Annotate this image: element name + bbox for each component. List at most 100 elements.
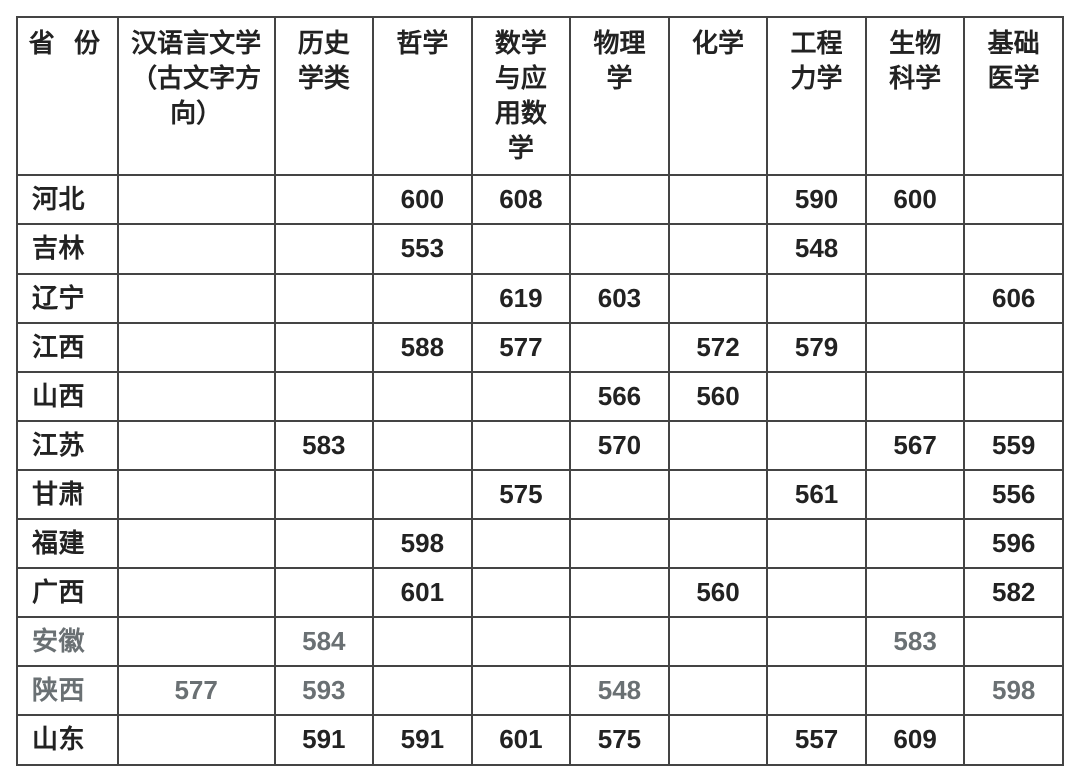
cell-value	[118, 715, 275, 764]
cell-value	[275, 568, 374, 617]
cell-province: 吉林	[17, 224, 118, 273]
cell-value	[275, 175, 374, 224]
cell-value	[118, 175, 275, 224]
cell-value: 603	[570, 274, 669, 323]
cell-value	[767, 519, 866, 568]
table-row: 江苏583570567559	[17, 421, 1063, 470]
cell-province: 安徽	[17, 617, 118, 666]
cell-value	[964, 617, 1063, 666]
cell-value	[570, 224, 669, 273]
table-row: 陕西577593 548 598	[17, 666, 1063, 715]
cell-value: 606	[964, 274, 1063, 323]
cell-value	[767, 666, 866, 715]
cell-province: 广西	[17, 568, 118, 617]
table-row: 福建598596	[17, 519, 1063, 568]
cell-value: 560	[669, 372, 768, 421]
cell-value: 609	[866, 715, 965, 764]
col-chemistry: 化学	[669, 17, 768, 175]
cell-value: 591	[275, 715, 374, 764]
cell-value	[669, 519, 768, 568]
cell-value	[275, 372, 374, 421]
cell-value	[669, 175, 768, 224]
cell-value: 575	[472, 470, 571, 519]
cell-value	[767, 617, 866, 666]
cell-value	[275, 323, 374, 372]
cell-value	[472, 617, 571, 666]
cell-value	[964, 323, 1063, 372]
cell-value	[767, 568, 866, 617]
cell-value: 577	[472, 323, 571, 372]
cell-value	[118, 323, 275, 372]
col-history: 历史学类	[275, 17, 374, 175]
col-medicine: 基础医学	[964, 17, 1063, 175]
cell-value	[669, 666, 768, 715]
cell-value: 600	[866, 175, 965, 224]
cell-value	[118, 274, 275, 323]
cell-value: 575	[570, 715, 669, 764]
cell-value	[373, 470, 472, 519]
col-province: 省 份	[17, 17, 118, 175]
cell-value: 608	[472, 175, 571, 224]
cell-value	[964, 715, 1063, 764]
cell-province: 辽宁	[17, 274, 118, 323]
cell-value	[373, 372, 472, 421]
cell-value: 566	[570, 372, 669, 421]
cell-value	[669, 617, 768, 666]
cell-value	[373, 274, 472, 323]
cell-value	[669, 421, 768, 470]
cell-value: 582	[964, 568, 1063, 617]
cell-value: 584	[275, 617, 374, 666]
cell-province: 河北	[17, 175, 118, 224]
cell-value	[275, 519, 374, 568]
table-row: 安徽 584 583	[17, 617, 1063, 666]
cell-value	[472, 666, 571, 715]
cell-province: 陕西	[17, 666, 118, 715]
cell-value	[964, 175, 1063, 224]
cell-value	[570, 175, 669, 224]
cell-province: 山东	[17, 715, 118, 764]
cell-value	[866, 666, 965, 715]
cell-value	[472, 372, 571, 421]
cell-value: 588	[373, 323, 472, 372]
cell-value	[570, 568, 669, 617]
cell-value	[472, 224, 571, 273]
cell-value	[964, 372, 1063, 421]
cell-value	[767, 421, 866, 470]
cell-value	[275, 470, 374, 519]
col-math: 数学与应用数学	[472, 17, 571, 175]
cell-value	[275, 224, 374, 273]
cell-value: 548	[570, 666, 669, 715]
table-row: 吉林553548	[17, 224, 1063, 273]
cell-province: 江西	[17, 323, 118, 372]
cell-value	[866, 274, 965, 323]
cell-value	[570, 323, 669, 372]
cell-value	[118, 224, 275, 273]
table-row: 广西601560582	[17, 568, 1063, 617]
col-biology: 生物科学	[866, 17, 965, 175]
cell-value	[866, 372, 965, 421]
cell-value: 557	[767, 715, 866, 764]
cell-value	[373, 617, 472, 666]
scores-table: 省 份 汉语言文学（古文字方向） 历史学类 哲学 数学与应用数学 物理学 化学 …	[16, 16, 1064, 766]
cell-value: 577	[118, 666, 275, 715]
cell-value	[866, 519, 965, 568]
cell-value: 583	[866, 617, 965, 666]
table-row: 山东591591601575557609	[17, 715, 1063, 764]
col-philosophy: 哲学	[373, 17, 472, 175]
cell-value	[118, 617, 275, 666]
cell-value	[472, 519, 571, 568]
cell-value	[767, 372, 866, 421]
cell-value	[118, 470, 275, 519]
col-physics: 物理学	[570, 17, 669, 175]
cell-value	[118, 519, 275, 568]
cell-value: 593	[275, 666, 374, 715]
cell-value	[669, 715, 768, 764]
cell-value	[373, 421, 472, 470]
table-row: 辽宁 619603 606	[17, 274, 1063, 323]
cell-value	[570, 617, 669, 666]
cell-value: 619	[472, 274, 571, 323]
cell-value: 598	[964, 666, 1063, 715]
cell-value	[669, 274, 768, 323]
table-row: 河北600608590600	[17, 175, 1063, 224]
table-row: 山西566560	[17, 372, 1063, 421]
